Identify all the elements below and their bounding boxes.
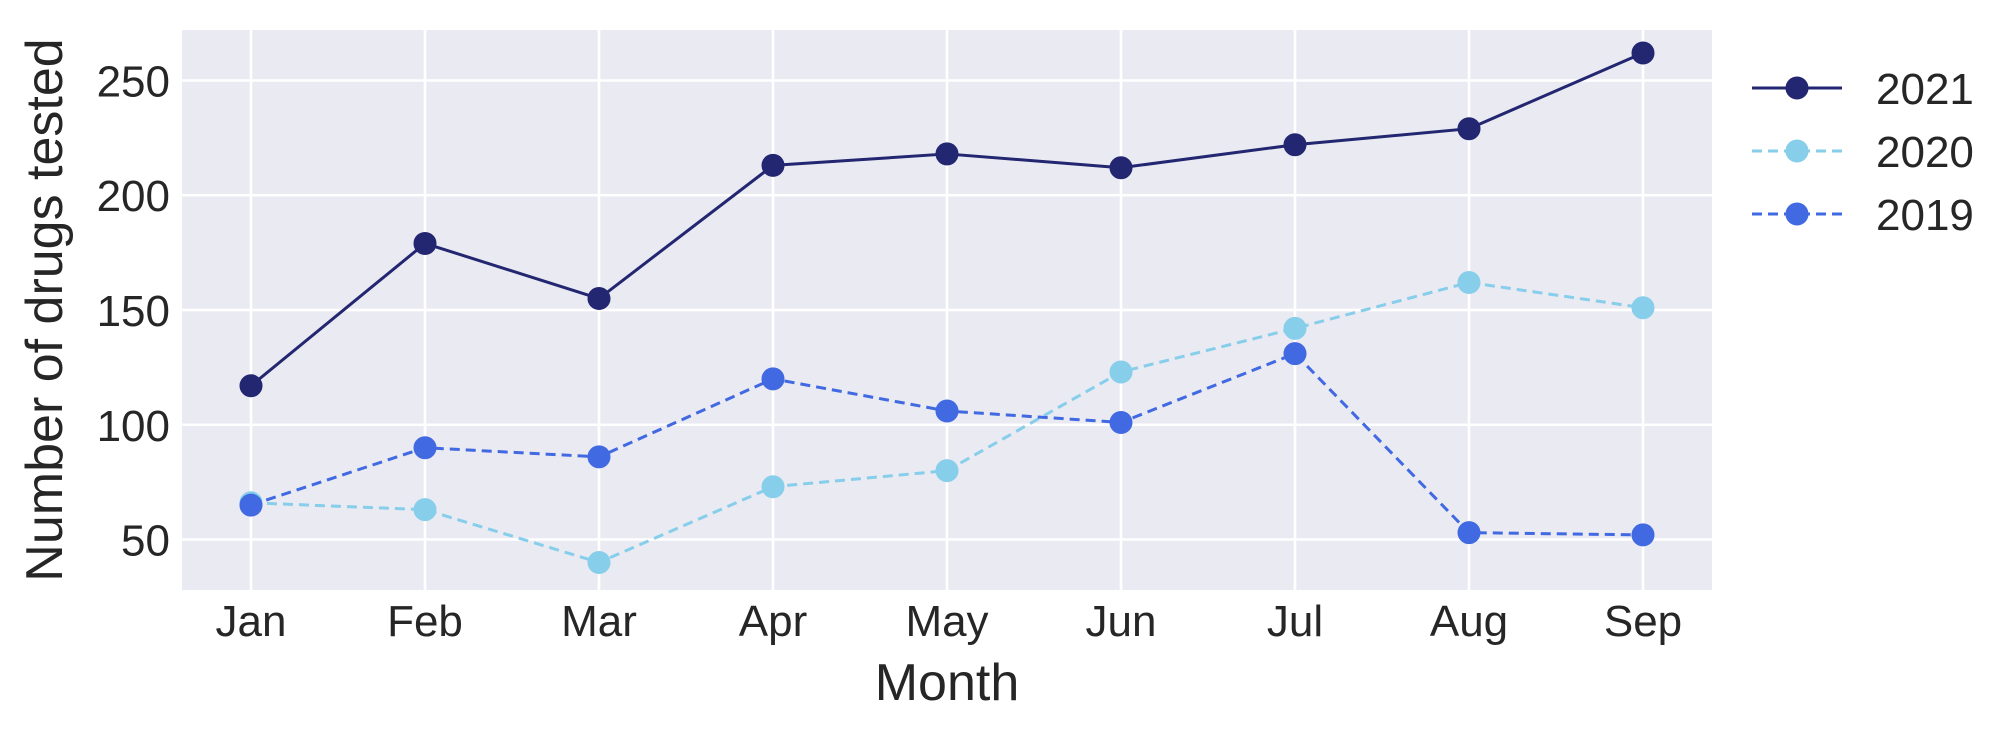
data-point — [1631, 523, 1655, 547]
data-point — [1283, 316, 1307, 340]
legend-entry: 2020 — [1752, 128, 1974, 177]
y-axis-ticks: 50 100 150 200 250 — [97, 57, 170, 565]
x-tick-label: Aug — [1430, 597, 1508, 646]
data-point — [1457, 270, 1481, 294]
x-tick-label: Jan — [216, 597, 287, 646]
x-tick-label: Apr — [739, 597, 807, 646]
data-point — [761, 153, 785, 177]
data-point — [587, 550, 611, 574]
data-point — [239, 374, 263, 398]
data-point — [1457, 521, 1481, 545]
data-point — [1109, 156, 1133, 180]
x-tick-label: May — [905, 597, 988, 646]
data-point — [413, 231, 437, 255]
series-2019 — [239, 342, 1655, 547]
legend-marker — [1785, 139, 1809, 163]
data-point — [935, 459, 959, 483]
data-point — [587, 445, 611, 469]
y-tick-label: 250 — [97, 57, 170, 106]
series-2021 — [239, 41, 1655, 398]
x-axis-title: Month — [875, 654, 1020, 712]
data-point — [413, 498, 437, 522]
data-point — [1631, 296, 1655, 320]
x-tick-label: Jul — [1267, 597, 1323, 646]
legend-label: 2019 — [1876, 191, 1974, 240]
y-tick-label: 100 — [97, 402, 170, 451]
legend-label: 2020 — [1876, 128, 1974, 177]
x-tick-label: Mar — [561, 597, 637, 646]
data-point — [1631, 41, 1655, 65]
y-tick-label: 50 — [121, 517, 170, 566]
data-point — [413, 436, 437, 460]
data-point — [1109, 360, 1133, 384]
legend: 2021 2020 2019 — [1752, 65, 1974, 240]
legend-entry: 2019 — [1752, 191, 1974, 240]
data-point — [761, 367, 785, 391]
data-point — [935, 142, 959, 166]
data-point — [761, 475, 785, 499]
y-axis-title: Number of drugs tested — [16, 38, 74, 581]
x-tick-label: Feb — [387, 597, 463, 646]
data-point — [1109, 410, 1133, 434]
x-axis-ticks: Jan Feb Mar Apr May Jun Jul Aug Sep — [216, 597, 1683, 646]
legend-marker — [1785, 76, 1809, 100]
data-point — [239, 493, 263, 517]
legend-label: 2021 — [1876, 65, 1974, 114]
x-tick-label: Sep — [1604, 597, 1682, 646]
y-tick-label: 200 — [97, 172, 170, 221]
data-point — [1283, 342, 1307, 366]
y-tick-label: 150 — [97, 287, 170, 336]
data-point — [935, 399, 959, 423]
series-group — [239, 41, 1655, 574]
legend-entry: 2021 — [1752, 65, 1974, 114]
legend-marker — [1785, 202, 1809, 226]
x-tick-label: Jun — [1086, 597, 1157, 646]
data-point — [1457, 117, 1481, 141]
data-point — [587, 287, 611, 311]
data-point — [1283, 133, 1307, 157]
